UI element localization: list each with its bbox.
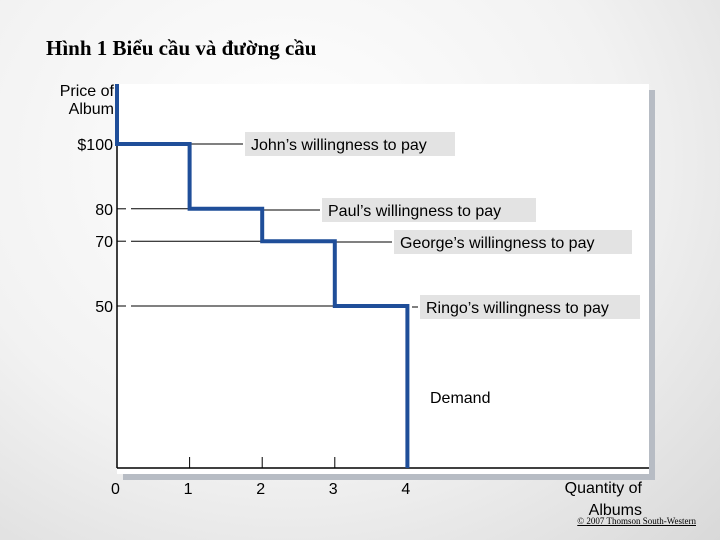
annotation-box [245,132,455,156]
x-tick-label: 2 [256,481,265,498]
demand-curve [115,84,410,468]
annotation-box [394,230,632,254]
y-tick-label: $100 [77,137,113,154]
y-tick-label: 70 [95,234,113,251]
x-tick-label: 3 [329,481,338,498]
annotation-box [322,198,536,222]
y-tick-label: 80 [95,202,113,219]
x-tick-label: 0 [111,481,120,498]
slide-title: Hình 1 Biểu cầu và đường cầu [46,36,317,60]
x-axis-label: Albums [589,502,642,519]
x-tick-label: 4 [401,481,410,498]
y-axis-label: Price of [60,83,115,100]
copyright-note: © 2007 Thomson South-Western [577,516,696,526]
annotation-label: George’s willingness to pay [400,235,594,252]
annotation-label: John’s willingness to pay [251,137,427,154]
y-tick-label: 50 [95,299,113,316]
x-tick-label: 1 [184,481,193,498]
annotation-label: Paul’s willingness to pay [328,203,501,220]
annotation-box [420,295,640,319]
demand-curve-label: Demand [430,390,490,407]
annotation-label: Ringo’s willingness to pay [426,300,609,317]
x-axis-label: Quantity of [565,480,643,497]
y-axis-label: Album [69,101,114,118]
